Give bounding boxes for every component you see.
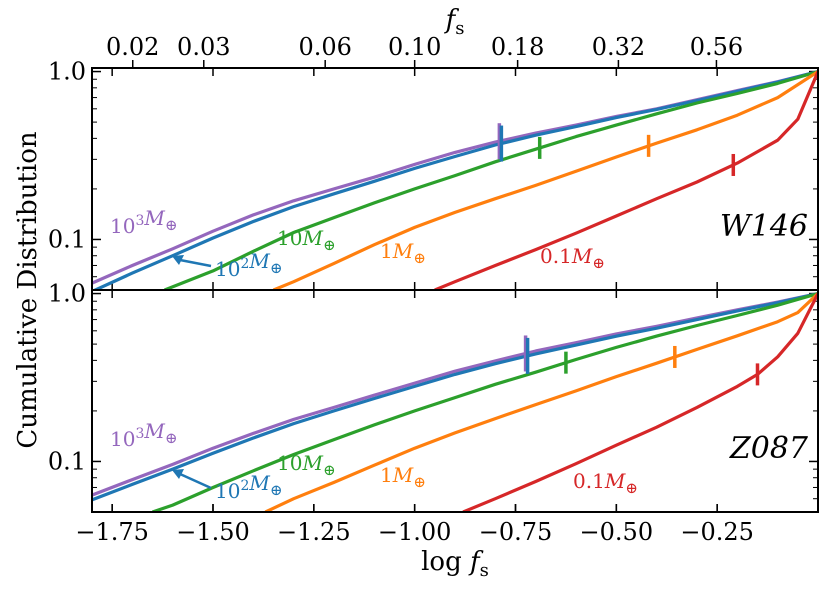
series-label-100: 102M⊕ xyxy=(215,249,282,281)
y-tick-label: 0.1 xyxy=(48,225,86,253)
x-tick-label: −0.25 xyxy=(680,518,754,546)
data-layer xyxy=(92,70,818,512)
series-label-0.1: 0.1M⊕ xyxy=(540,244,605,272)
axes-layer xyxy=(92,60,818,513)
series-line-1 xyxy=(272,70,818,290)
top-tick-label: 0.32 xyxy=(592,33,645,61)
series-label-10: 10M⊕ xyxy=(277,226,336,254)
series-label-10: 10M⊕ xyxy=(277,451,336,479)
x-tick-label: −1.00 xyxy=(378,518,452,546)
annotation-arrow xyxy=(179,472,212,490)
series-line-100 xyxy=(92,292,818,502)
panel-W146-data xyxy=(92,70,818,290)
series-label-1: 1M⊕ xyxy=(380,463,426,491)
panel-label: W146 xyxy=(720,209,808,244)
series-label-0.1: 0.1M⊕ xyxy=(573,469,638,497)
y-tick-label: 1.0 xyxy=(48,58,86,86)
frames-layer xyxy=(91,67,819,513)
panel-Z087-data xyxy=(92,292,818,512)
series-label-1000: 103M⊕ xyxy=(110,206,177,238)
top-axis-title: fs xyxy=(444,5,465,39)
y-tick-label: 0.1 xyxy=(48,447,86,475)
x-tick-label: −1.75 xyxy=(75,518,149,546)
top-tick-label: 0.56 xyxy=(690,33,743,61)
text-layer: −1.75 −1.50 −1.25 −1.00 −0.75 −0.50 −0.25 0.02 0… xyxy=(13,5,809,581)
x-axis-title: log fs xyxy=(421,547,489,581)
panel-frame-Z087 xyxy=(91,289,819,513)
top-tick-label: 0.02 xyxy=(106,33,159,61)
series-line-10 xyxy=(164,70,818,290)
x-tick-label: −0.75 xyxy=(479,518,553,546)
panel-label: Z087 xyxy=(729,431,809,466)
top-tick-label: 0.10 xyxy=(388,33,441,61)
y-tick-label: 1.0 xyxy=(48,280,86,308)
series-label-1: 1M⊕ xyxy=(380,239,426,267)
series-line-0.1 xyxy=(434,70,818,290)
x-tick-label: −1.50 xyxy=(176,518,250,546)
top-tick-label: 0.03 xyxy=(177,33,230,61)
top-tick-label: 0.06 xyxy=(298,33,351,61)
series-label-1000: 103M⊕ xyxy=(110,419,177,451)
annotation-arrow xyxy=(179,258,212,268)
x-tick-label: −0.50 xyxy=(580,518,654,546)
series-line-10 xyxy=(151,292,818,512)
annotation-arrowhead xyxy=(172,255,184,265)
annotation-arrowhead xyxy=(172,469,184,479)
x-tick-label: −1.25 xyxy=(277,518,351,546)
series-line-100 xyxy=(92,70,818,290)
series-line-0.1 xyxy=(462,292,818,512)
series-label-100: 102M⊕ xyxy=(215,471,282,503)
series-line-1 xyxy=(264,292,818,512)
top-tick-label: 0.18 xyxy=(491,33,544,61)
y-axis-title: Cumulative Distribution xyxy=(13,131,43,448)
